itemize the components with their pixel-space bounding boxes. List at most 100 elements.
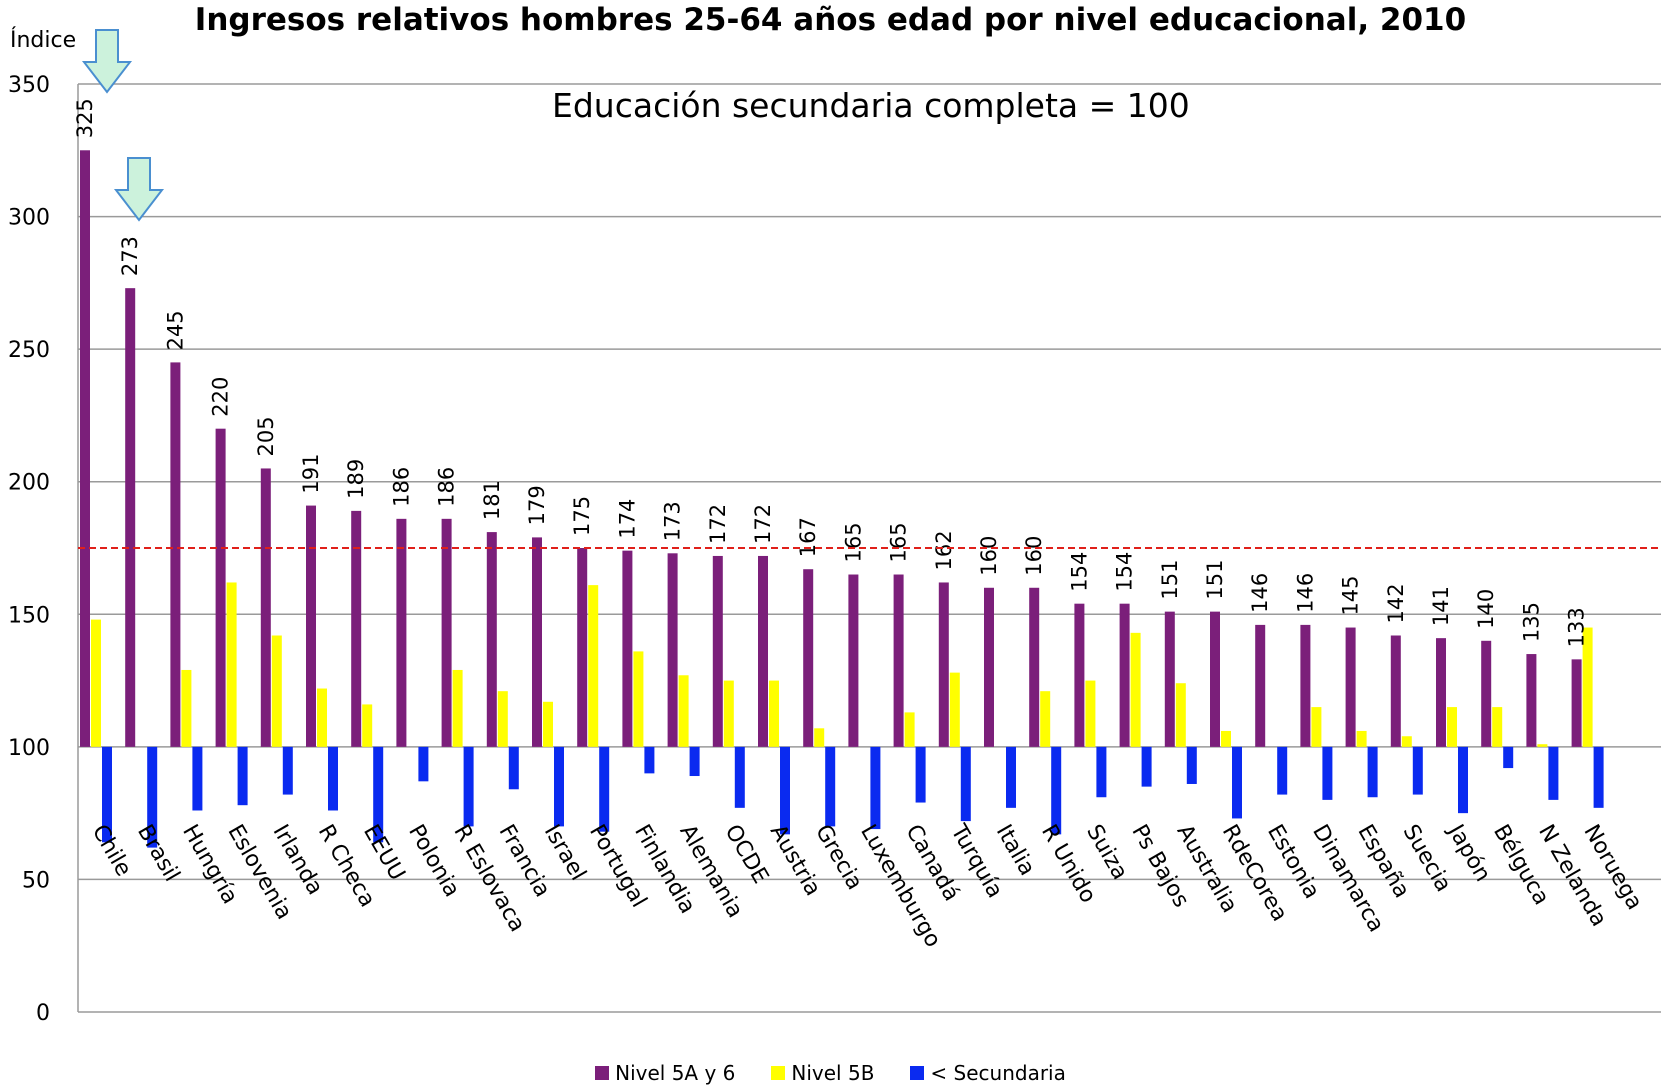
- bar-secundaria-15: [780, 746, 790, 835]
- data-label-23: 154: [1113, 552, 1137, 592]
- bar-nivel-5a-23: [1119, 603, 1130, 747]
- bar-nivel-5a-4: [260, 468, 271, 747]
- data-label-28: 145: [1339, 575, 1363, 615]
- bar-nivel-5b-23: [1130, 632, 1141, 747]
- bar-secundaria-22: [1096, 746, 1107, 798]
- y-tick-label-150: 150: [8, 603, 50, 628]
- bar-nivel-5b-8: [452, 669, 463, 747]
- bar-nivel-5a-5: [306, 505, 316, 747]
- bar-nivel-5b-29: [1401, 736, 1412, 747]
- data-label-8: 186: [435, 467, 459, 507]
- bar-nivel-5a-9: [486, 532, 497, 747]
- y-tick-label-250: 250: [8, 338, 50, 363]
- legend-item-nivel-5b: Nivel 5B: [771, 1061, 874, 1085]
- bar-nivel-5b-19: [949, 672, 960, 747]
- bar-secundaria-13: [689, 746, 700, 777]
- bar-nivel-5b-2: [181, 669, 192, 747]
- bar-nivel-5b-28: [1356, 730, 1367, 747]
- bar-nivel-5a-25: [1210, 611, 1220, 747]
- bar-secundaria-3: [237, 746, 248, 806]
- legend: Nivel 5A y 6 Nivel 5B < Secundaria: [0, 1061, 1661, 1085]
- category-label-1: Brasil: [132, 821, 184, 887]
- y-tick-label-50: 50: [22, 868, 50, 893]
- bar-nivel-5b-13: [678, 675, 689, 747]
- category-label-0: Chile: [87, 821, 136, 881]
- legend-label-nivel-5a: Nivel 5A y 6: [615, 1061, 736, 1085]
- y-tick-label-100: 100: [8, 736, 50, 761]
- data-label-5: 191: [299, 453, 323, 493]
- bar-nivel-5b-33: [1582, 627, 1593, 747]
- bar-secundaria-1: [147, 746, 158, 848]
- bar-nivel-5b-15: [769, 680, 779, 747]
- bar-secundaria-6: [373, 746, 384, 843]
- bar-nivel-5b-11: [588, 585, 599, 747]
- data-label-22: 154: [1067, 552, 1091, 592]
- bar-nivel-5a-31: [1481, 640, 1492, 747]
- bar-nivel-5a-27: [1300, 624, 1311, 747]
- bar-nivel-5a-30: [1436, 638, 1446, 747]
- bar-secundaria-28: [1367, 746, 1378, 798]
- bar-nivel-5a-29: [1390, 635, 1401, 747]
- bar-secundaria-2: [192, 746, 203, 811]
- data-label-2: 245: [163, 310, 187, 350]
- bar-secundaria-14: [734, 746, 745, 808]
- data-label-15: 172: [751, 504, 775, 544]
- bar-secundaria-29: [1412, 746, 1423, 795]
- data-label-16: 167: [796, 517, 820, 557]
- bar-secundaria-18: [915, 746, 926, 803]
- data-label-32: 135: [1519, 602, 1543, 642]
- data-label-11: 175: [570, 496, 594, 536]
- bar-nivel-5a-2: [170, 362, 181, 747]
- data-label-1: 273: [118, 236, 142, 276]
- bar-nivel-5b-21: [1040, 691, 1051, 747]
- bar-nivel-5a-1: [125, 288, 136, 747]
- bar-secundaria-12: [644, 746, 655, 774]
- legend-label-nivel-5b: Nivel 5B: [791, 1061, 875, 1085]
- bar-secundaria-23: [1141, 746, 1152, 787]
- data-label-25: 151: [1203, 560, 1227, 600]
- bar-nivel-5b-12: [633, 651, 644, 747]
- data-label-10: 179: [525, 485, 549, 525]
- data-label-7: 186: [389, 467, 413, 507]
- bar-secundaria-25: [1232, 746, 1242, 819]
- bar-nivel-5b-6: [362, 704, 373, 747]
- bar-nivel-5a-7: [396, 518, 407, 747]
- bar-secundaria-20: [1006, 746, 1016, 808]
- chart-title: Ingresos relativos hombres 25-64 años ed…: [194, 2, 1467, 38]
- highlight-arrow-chile: [81, 29, 133, 94]
- bar-nivel-5a-17: [848, 574, 859, 747]
- bar-nivel-5a-10: [532, 537, 542, 747]
- bar-nivel-5a-32: [1526, 654, 1537, 747]
- bar-nivel-5b-3: [226, 582, 237, 747]
- bar-nivel-5b-9: [497, 691, 508, 747]
- bar-nivel-5a-20: [984, 587, 994, 747]
- data-label-29: 142: [1384, 583, 1408, 623]
- bar-nivel-5a-18: [893, 574, 904, 747]
- chart-subtitle: Educación secundaria completa = 100: [552, 86, 1190, 125]
- bar-nivel-5a-8: [441, 518, 452, 747]
- data-label-18: 165: [887, 522, 911, 562]
- bar-secundaria-11: [599, 746, 610, 832]
- legend-item-nivel-5a: Nivel 5A y 6: [595, 1061, 735, 1085]
- data-label-6: 189: [344, 459, 368, 499]
- bar-nivel-5a-28: [1345, 627, 1356, 747]
- data-label-3: 220: [209, 377, 233, 417]
- data-label-17: 165: [841, 522, 865, 562]
- legend-label-secundaria: < Secundaria: [930, 1061, 1066, 1085]
- data-label-13: 173: [661, 501, 685, 541]
- bar-secundaria-10: [554, 746, 564, 827]
- legend-swatch-nivel-5a: [595, 1066, 610, 1080]
- bar-nivel-5a-26: [1255, 624, 1266, 747]
- bar-nivel-5a-22: [1074, 603, 1085, 747]
- bar-secundaria-30: [1458, 746, 1468, 814]
- bar-nivel-5a-33: [1571, 659, 1582, 747]
- bar-nivel-5a-15: [758, 555, 768, 747]
- bar-nivel-5b-10: [543, 701, 553, 747]
- bar-secundaria-16: [825, 746, 836, 827]
- data-label-9: 181: [480, 480, 504, 520]
- legend-item-secundaria: < Secundaria: [910, 1061, 1066, 1085]
- bar-secundaria-8: [463, 746, 474, 827]
- y-tick-label-0: 0: [36, 1001, 50, 1026]
- bar-secundaria-24: [1186, 746, 1197, 784]
